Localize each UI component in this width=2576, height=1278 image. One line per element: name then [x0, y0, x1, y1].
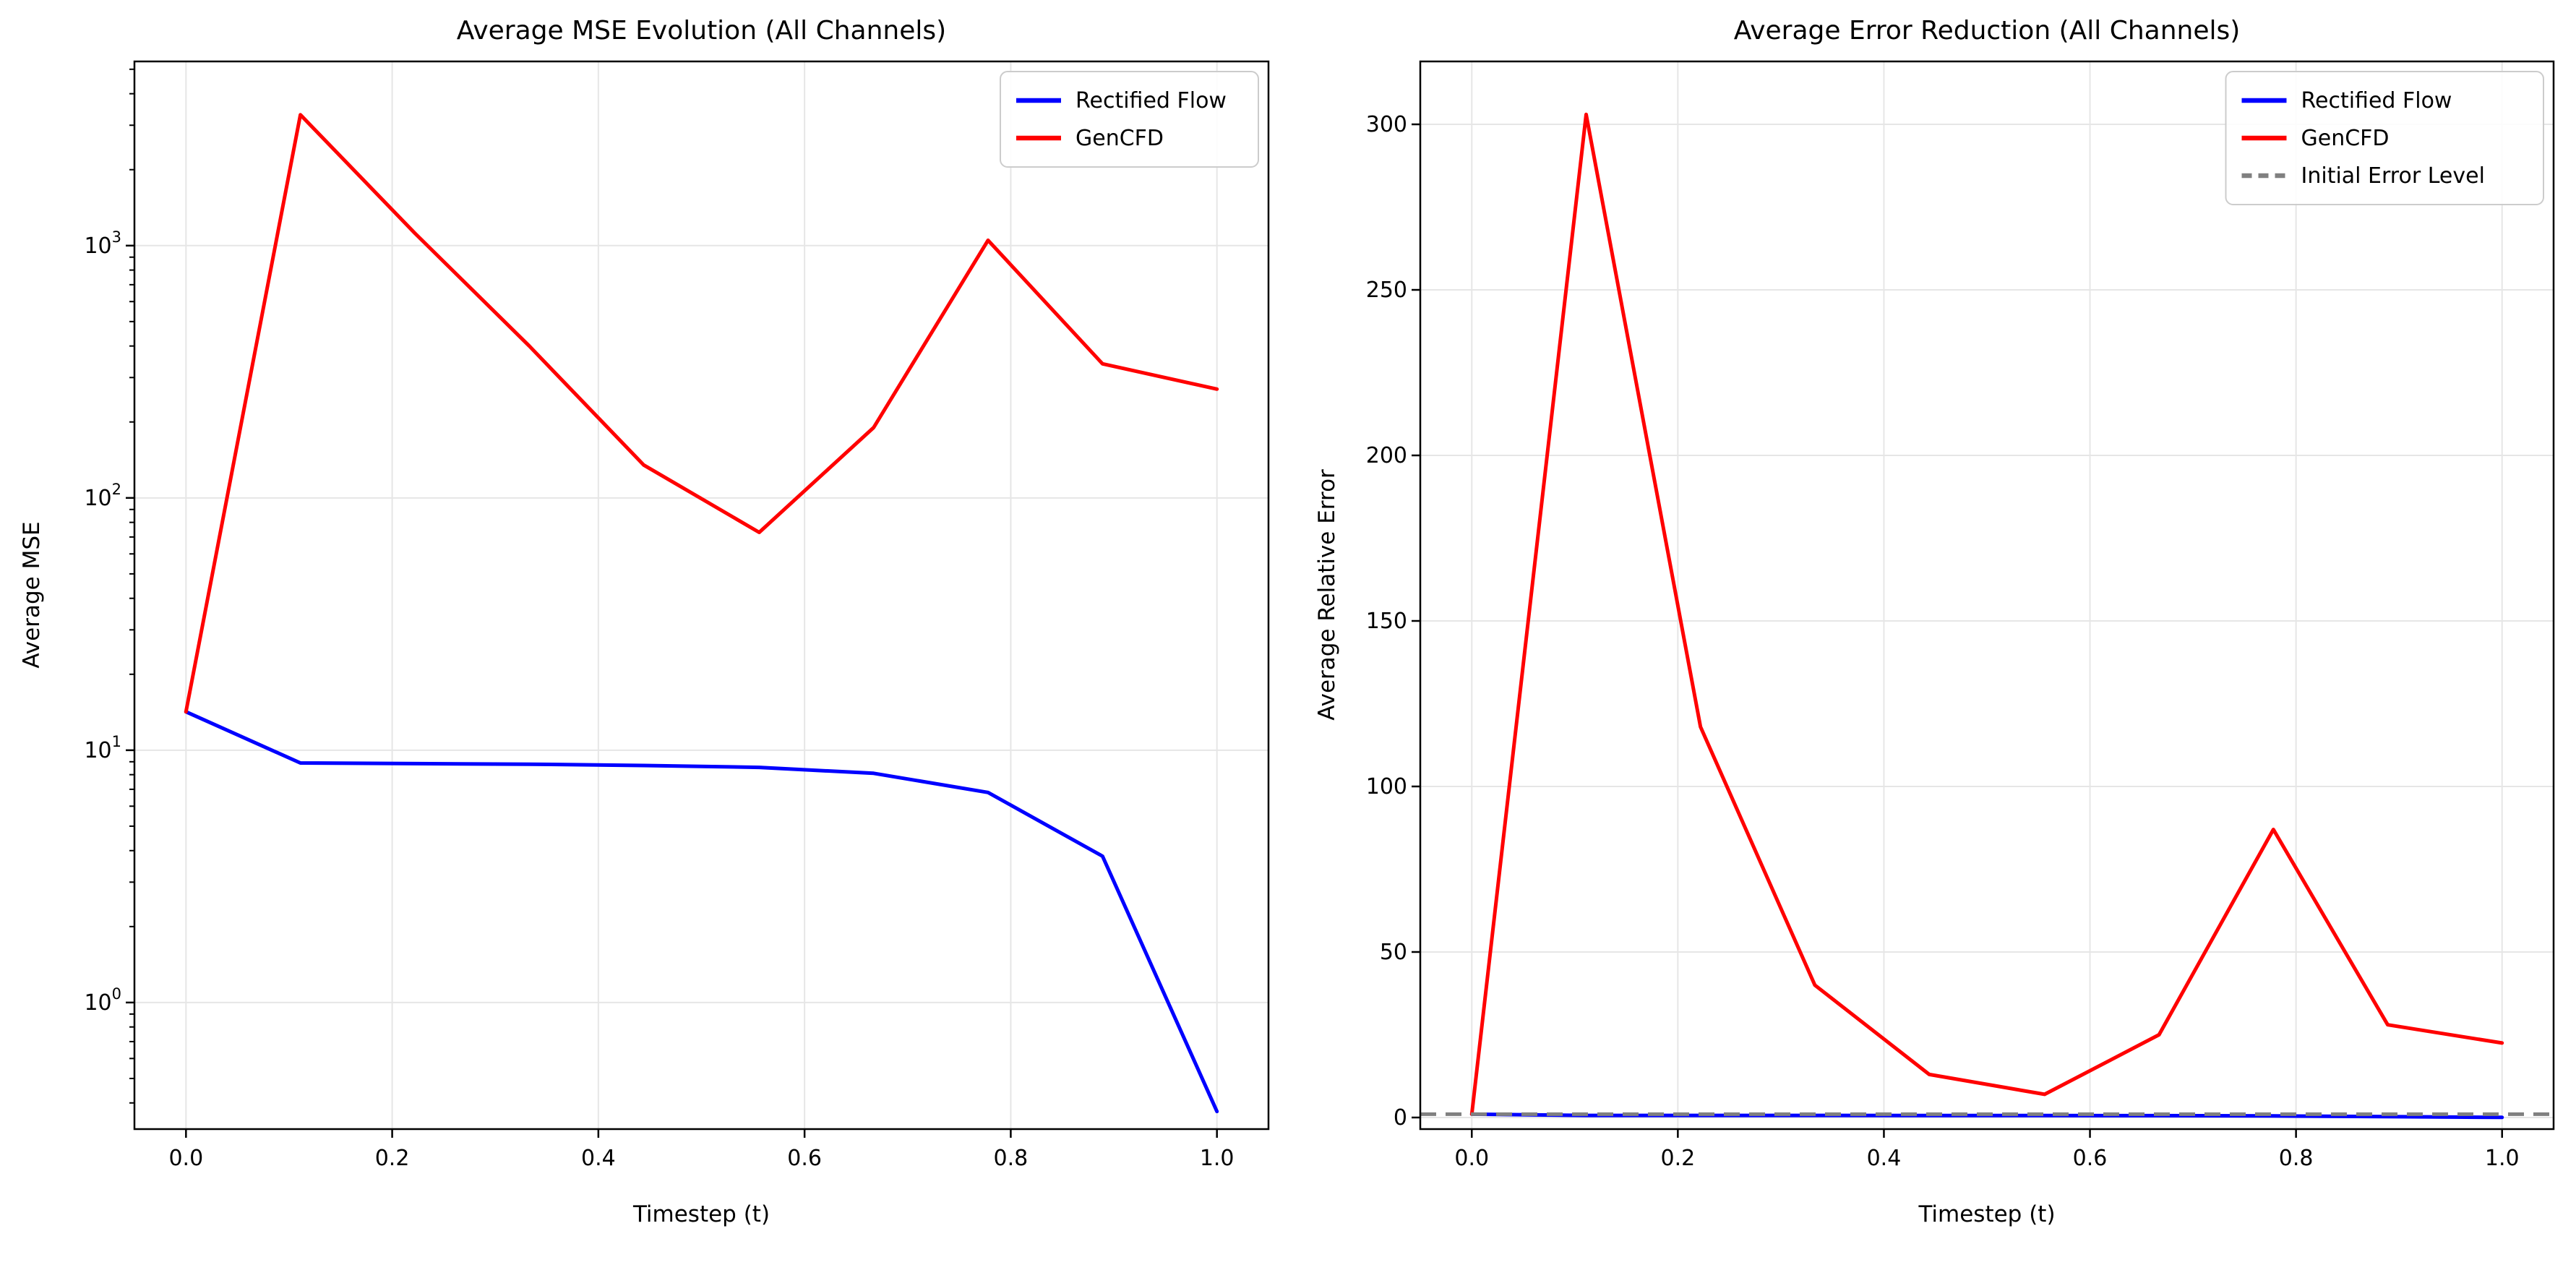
axes-frame — [133, 60, 1270, 1131]
x-tick-label: 0.0 — [1454, 1146, 1489, 1171]
x-tick-label: 0.6 — [787, 1146, 822, 1171]
x-tick-label: 1.0 — [1200, 1146, 1235, 1171]
legend-entry-label: Rectified Flow — [2301, 88, 2452, 113]
legend-box — [1000, 71, 1259, 168]
y-tick-label: 50 — [1380, 940, 1407, 965]
legend-entry-label: Rectified Flow — [1076, 88, 1227, 113]
legend-entry-label: GenCFD — [2301, 126, 2390, 151]
legend-box — [2225, 71, 2544, 205]
series-line-gencfd — [1469, 112, 2504, 1116]
right-chart-title: Average Error Reduction (All Channels) — [1733, 16, 2241, 46]
series-line-gencfd — [184, 113, 1219, 714]
y-tick-label: 150 — [1366, 609, 1407, 634]
y-tick-label: 100 — [1366, 774, 1407, 799]
x-tick-label: 0.2 — [375, 1146, 410, 1171]
y-tick-label: 300 — [1366, 112, 1407, 137]
right-chart-ylabel: Average Relative Error — [1314, 469, 1340, 721]
x-tick-label: 0.4 — [1867, 1146, 1902, 1171]
y-tick-label: 103 — [84, 228, 121, 259]
x-tick-label: 0.4 — [581, 1146, 616, 1171]
y-tick-label: 101 — [84, 733, 121, 763]
x-tick-label: 0.6 — [2073, 1146, 2108, 1171]
y-tick-label: 200 — [1366, 443, 1407, 468]
x-tick-label: 0.8 — [994, 1146, 1029, 1171]
left-chart-ylabel: Average MSE — [19, 521, 45, 669]
axes-frame — [1419, 60, 2555, 1131]
x-tick-label: 0.2 — [1661, 1146, 1696, 1171]
y-tick-label: 0 — [1394, 1105, 1407, 1131]
left-chart-title: Average MSE Evolution (All Channels) — [456, 16, 947, 46]
x-tick-label: 0.0 — [168, 1146, 203, 1171]
legend-entry-label: Initial Error Level — [2301, 163, 2485, 189]
y-tick-label: 250 — [1366, 278, 1407, 303]
x-tick-label: 0.8 — [2279, 1146, 2314, 1171]
x-tick-label: 1.0 — [2485, 1146, 2520, 1171]
series-line-rectified-flow — [184, 710, 1219, 1114]
y-tick-label: 102 — [84, 481, 121, 511]
right-chart-xlabel: Timestep (t) — [1918, 1201, 2056, 1227]
y-tick-label: 100 — [84, 985, 121, 1016]
left-chart-xlabel: Timestep (t) — [632, 1201, 770, 1227]
legend-entry-label: GenCFD — [1076, 126, 1164, 151]
